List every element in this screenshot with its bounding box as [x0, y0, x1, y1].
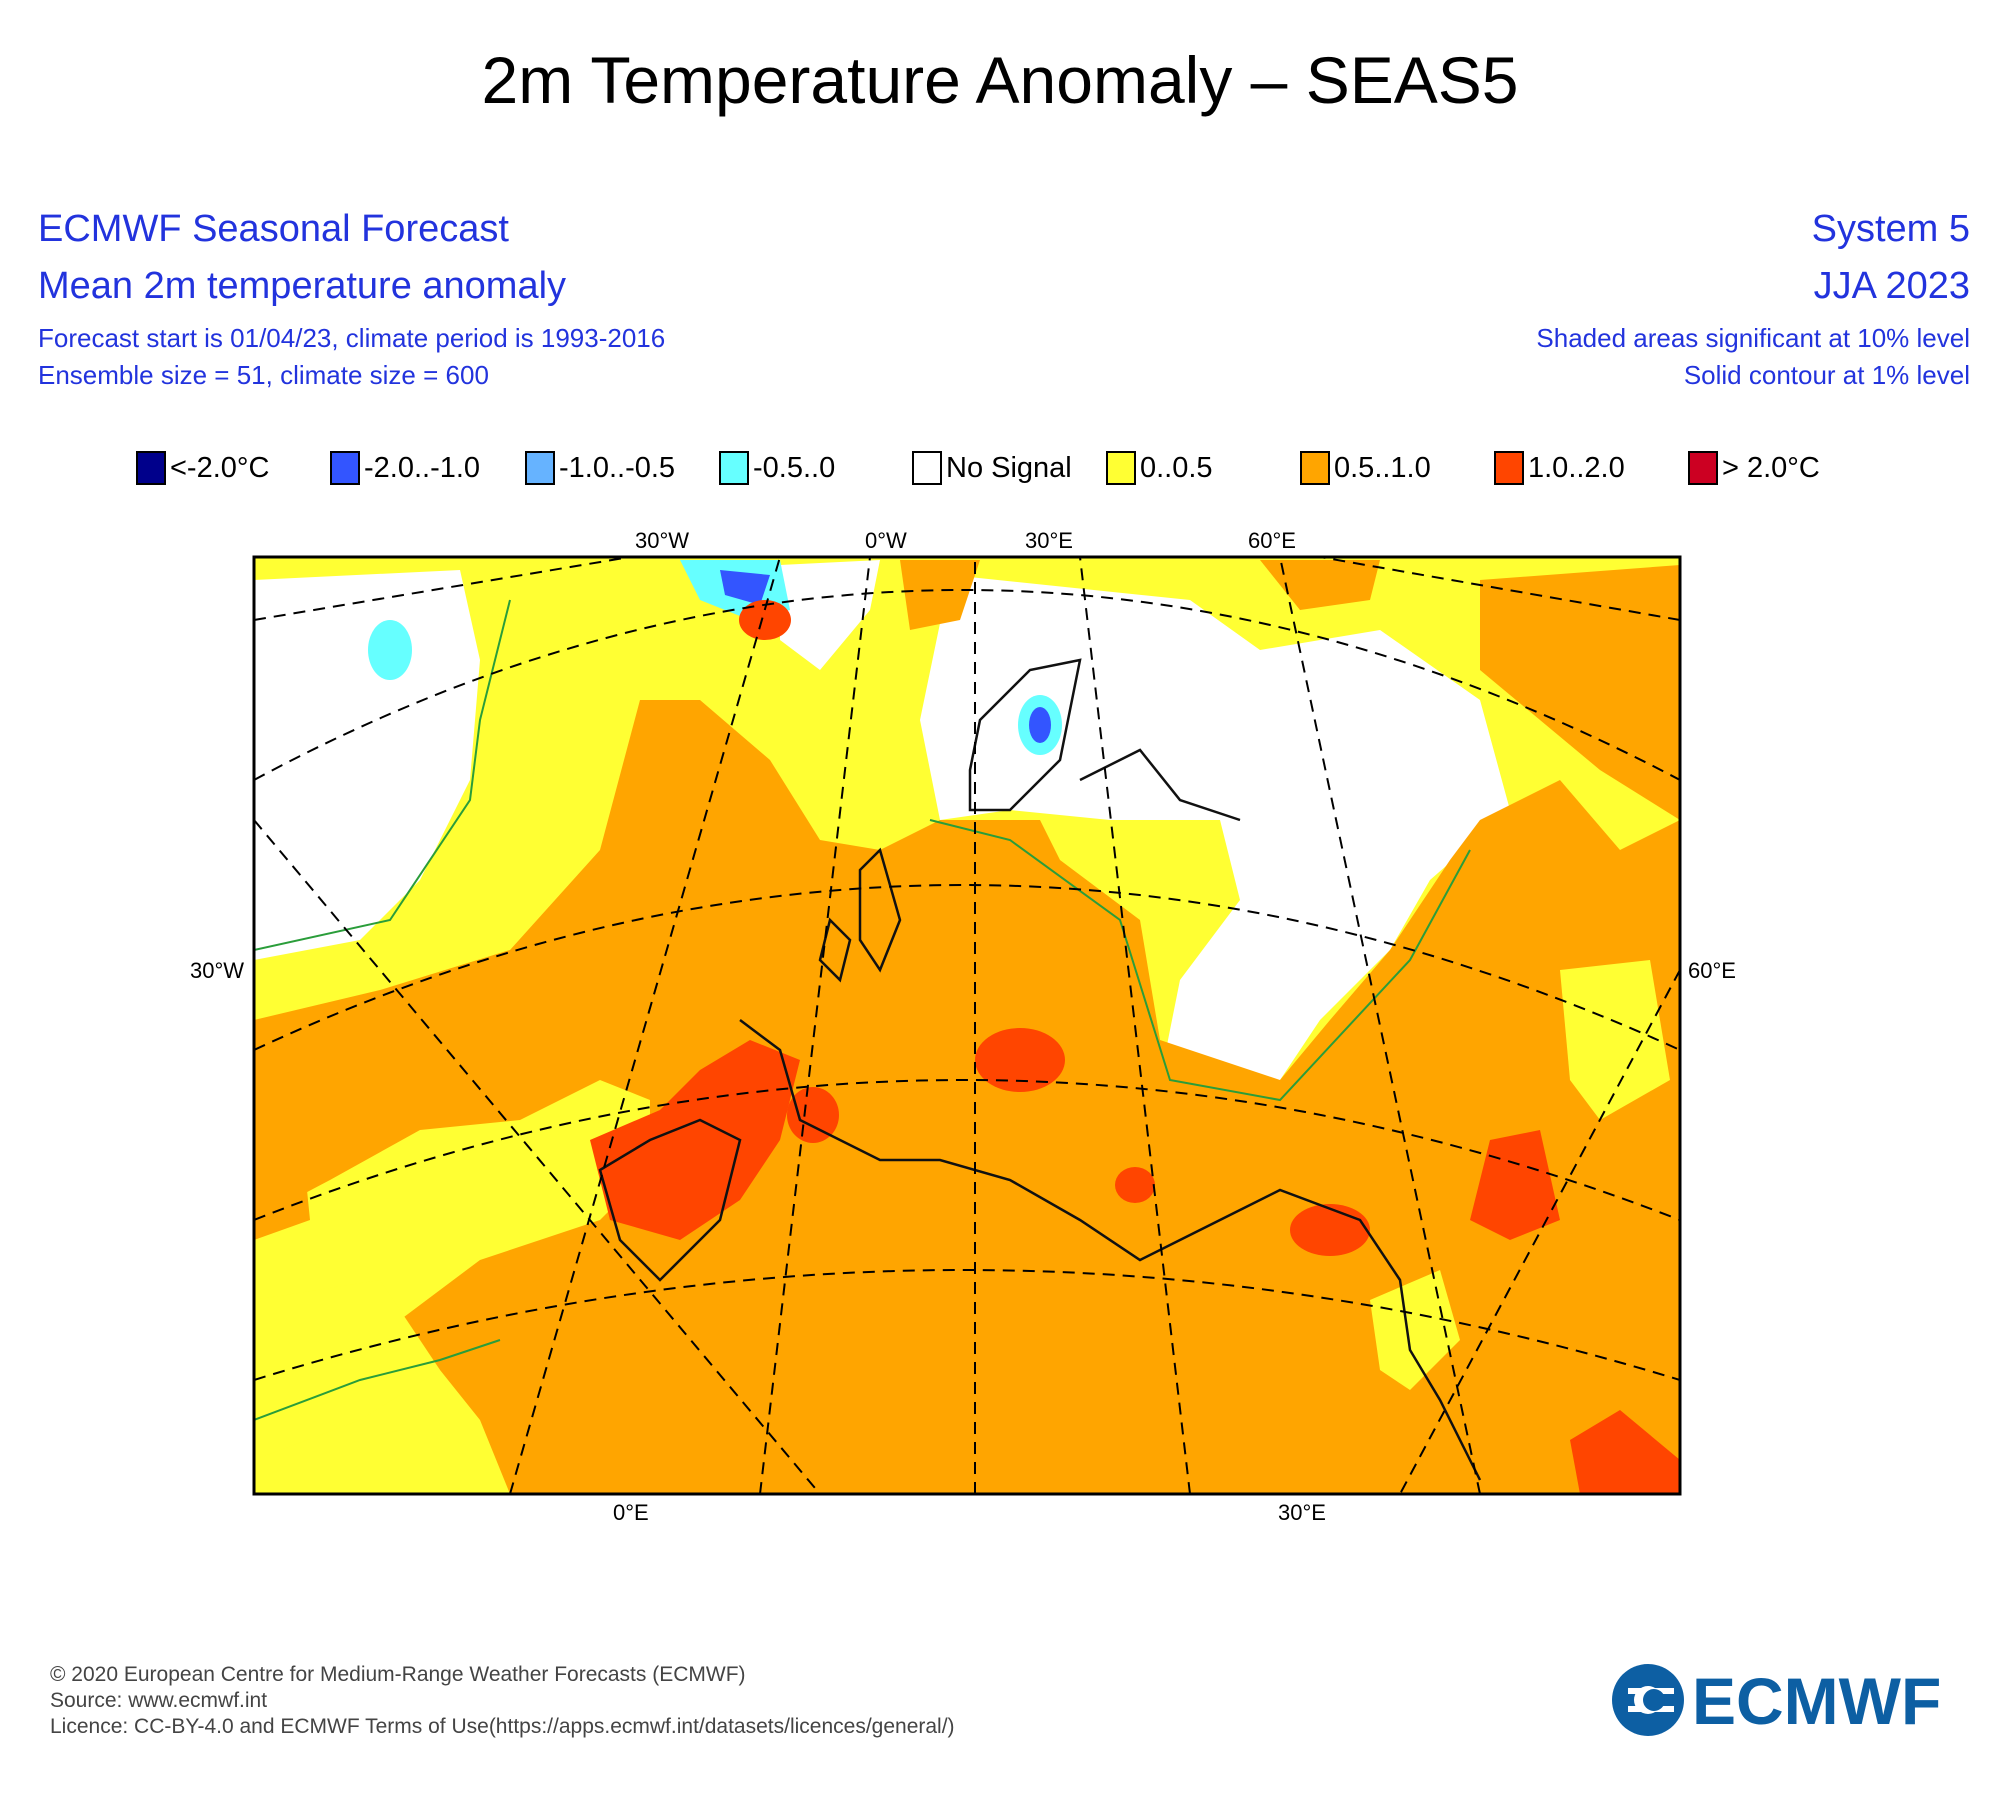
map-label-left: 30°W — [190, 958, 244, 983]
map-field — [254, 557, 1680, 1494]
anomaly-region-red — [787, 1087, 839, 1143]
anomaly-region-yellow — [1370, 1270, 1460, 1390]
anomaly-map: 30°W 0°W 30°E 60°E 30°W 60°E 0°E 30°E — [190, 528, 1736, 1525]
legend-swatch — [719, 451, 749, 485]
legend-swatch — [1688, 451, 1718, 485]
legend-item: -2.0..-1.0 — [330, 447, 480, 489]
color-legend: <-2.0°C -2.0..-1.0 -1.0..-0.5 -0.5..0 No… — [0, 447, 2000, 491]
map-label-top: 30°E — [1025, 528, 1073, 553]
header-left-line-1: ECMWF Seasonal Forecast — [38, 208, 509, 250]
header-right-line-1: System 5 — [1811, 208, 1970, 250]
legend-item: -1.0..-0.5 — [525, 447, 675, 489]
legend-label: <-2.0°C — [170, 451, 270, 484]
legend-swatch — [1106, 451, 1136, 485]
ecmwf-logo-icon — [1612, 1664, 1684, 1736]
header-right-line-4: Solid contour at 1% level — [1683, 360, 1970, 390]
header-left-line-2: Mean 2m temperature anomaly — [38, 265, 567, 307]
anomaly-region-red — [739, 600, 791, 640]
header-left-line-3: Forecast start is 01/04/23, climate peri… — [38, 323, 666, 353]
map-label-bottom: 30°E — [1278, 1500, 1326, 1525]
map-label-right: 60°E — [1688, 958, 1736, 983]
ecmwf-logo: ECMWF — [1612, 1664, 1941, 1738]
legend-label: -1.0..-0.5 — [559, 451, 676, 484]
anomaly-region-red — [590, 1040, 800, 1240]
significance-contour — [254, 1339, 501, 1421]
graticule — [254, 557, 1680, 1494]
legend-label: 0.5..1.0 — [1334, 451, 1431, 484]
header-right-line-3: Shaded areas significant at 10% level — [1536, 323, 1970, 353]
map-frame — [252, 555, 1682, 1496]
anomaly-region-orange — [254, 1120, 310, 1240]
map-label-top: 30°W — [635, 528, 689, 553]
anomaly-region-orange — [1480, 565, 1680, 820]
anomaly-region-cyan — [368, 620, 412, 680]
page-title: 2m Temperature Anomaly – SEAS5 — [481, 43, 1519, 117]
source-text: Source: www.ecmwf.int — [50, 1689, 268, 1712]
no-signal-region-scandinavia-russia — [920, 575, 1510, 1100]
anomaly-region-red — [1570, 1410, 1680, 1494]
legend-swatch — [1300, 451, 1330, 485]
legend-swatch — [912, 451, 942, 485]
significance-contour — [254, 599, 511, 951]
copyright-text: © 2020 European Centre for Medium-Range … — [50, 1663, 746, 1686]
header-right-line-2: JJA 2023 — [1813, 265, 1970, 307]
no-signal-region-atlantic — [254, 570, 480, 960]
legend-swatch — [525, 451, 555, 485]
legend-item: 1.0..2.0 — [1494, 447, 1625, 489]
header-left-line-4: Ensemble size = 51, climate size = 600 — [38, 360, 489, 390]
legend-item: 0.5..1.0 — [1300, 447, 1431, 489]
anomaly-region-red — [975, 1028, 1065, 1092]
anomaly-region-yellow — [1560, 960, 1670, 1120]
anomaly-region-orange — [900, 560, 980, 630]
licence-text: Licence: CC-BY-4.0 and ECMWF Terms of Us… — [50, 1715, 955, 1738]
legend-label: 0..0.5 — [1140, 451, 1213, 484]
anomaly-region-red — [1115, 1167, 1155, 1203]
significance-contour — [929, 819, 1471, 1102]
anomaly-region-blue — [720, 570, 770, 605]
legend-label: -0.5..0 — [753, 451, 836, 484]
legend-label: 1.0..2.0 — [1528, 451, 1625, 484]
footer: © 2020 European Centre for Medium-Range … — [50, 1662, 955, 1740]
legend-label: No Signal — [946, 451, 1072, 484]
coastline — [598, 658, 1482, 1481]
legend-label: -2.0..-1.0 — [364, 451, 481, 484]
no-signal-region-greenland — [780, 560, 880, 670]
legend-item: No Signal — [912, 447, 1072, 489]
map-label-top: 60°E — [1248, 528, 1296, 553]
legend-item: -0.5..0 — [719, 447, 835, 489]
anomaly-region-orange — [254, 700, 1680, 1494]
anomaly-region-red — [1290, 1204, 1370, 1256]
legend-item: > 2.0°C — [1688, 447, 1820, 489]
anomaly-region-orange — [1260, 560, 1380, 610]
anomaly-region-yellow — [254, 1280, 440, 1460]
legend-swatch — [136, 451, 166, 485]
legend-item: 0..0.5 — [1106, 447, 1213, 489]
map-label-bottom: 0°E — [613, 1500, 649, 1525]
legend-swatch — [330, 451, 360, 485]
legend-item: <-2.0°C — [136, 447, 269, 489]
anomaly-region-blue — [1029, 707, 1051, 743]
legend-swatch — [1494, 451, 1524, 485]
ecmwf-logo-text: ECMWF — [1692, 1664, 1941, 1738]
legend-label: > 2.0°C — [1722, 451, 1820, 484]
map-label-top: 0°W — [865, 528, 907, 553]
